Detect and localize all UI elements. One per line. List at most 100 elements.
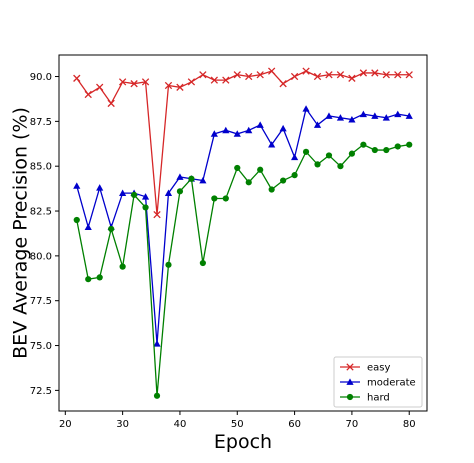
x-tick-label: 30 bbox=[116, 419, 129, 430]
data-point-easy bbox=[141, 78, 150, 86]
data-point-hard bbox=[394, 143, 401, 150]
data-point-easy bbox=[210, 76, 218, 84]
data-point-easy bbox=[233, 71, 241, 79]
data-point-easy bbox=[153, 210, 161, 219]
data-point-moderate bbox=[382, 114, 390, 121]
legend-marker bbox=[346, 378, 354, 385]
data-point-moderate bbox=[141, 193, 150, 200]
x-axis-label: Epoch bbox=[214, 431, 272, 453]
x-tick-label: 60 bbox=[288, 419, 301, 430]
data-point-moderate bbox=[73, 182, 81, 189]
data-point-hard bbox=[280, 177, 287, 184]
data-point-easy bbox=[199, 71, 207, 79]
data-point-hard bbox=[314, 161, 321, 168]
y-tick-label: 77.5 bbox=[30, 296, 52, 307]
legend-label: moderate bbox=[367, 378, 416, 389]
data-point-hard bbox=[96, 274, 103, 281]
data-point-moderate bbox=[245, 126, 253, 134]
data-point-easy bbox=[279, 80, 287, 88]
data-point-hard bbox=[119, 263, 126, 270]
legend: easy moderate hard bbox=[333, 356, 423, 408]
data-point-moderate bbox=[256, 121, 264, 128]
data-point-easy bbox=[405, 71, 413, 79]
data-point-hard bbox=[383, 146, 390, 154]
data-point-hard bbox=[302, 148, 310, 155]
data-point-moderate bbox=[302, 105, 310, 112]
data-point-easy bbox=[256, 71, 264, 79]
data-point-easy bbox=[359, 69, 368, 77]
data-point-moderate bbox=[279, 124, 287, 132]
data-point-moderate bbox=[96, 184, 104, 191]
x-tick-label: 70 bbox=[346, 419, 359, 430]
data-point-easy bbox=[73, 74, 81, 82]
y-tick-label: 85.0 bbox=[30, 162, 52, 173]
data-point-hard bbox=[211, 195, 218, 202]
data-point-hard bbox=[371, 146, 378, 154]
y-axis-label: BEV Average Precision (%) bbox=[10, 107, 32, 359]
data-point-easy bbox=[222, 76, 230, 84]
data-point-easy bbox=[302, 67, 310, 75]
x-tick-label: 20 bbox=[59, 419, 72, 430]
data-point-easy bbox=[268, 67, 276, 75]
data-point-moderate bbox=[348, 115, 356, 123]
data-point-hard bbox=[245, 179, 252, 186]
data-point-easy bbox=[348, 74, 356, 82]
data-point-easy bbox=[371, 69, 379, 77]
data-point-easy bbox=[84, 90, 92, 99]
data-point-moderate bbox=[405, 112, 413, 119]
y-tick-label: 87.5 bbox=[30, 117, 52, 128]
data-point-moderate bbox=[153, 340, 161, 347]
x-tick-label: 50 bbox=[231, 419, 244, 430]
data-point-hard bbox=[325, 152, 333, 159]
data-point-hard bbox=[165, 261, 172, 268]
data-point-hard bbox=[268, 186, 275, 193]
data-point-moderate bbox=[176, 173, 184, 180]
data-point-hard bbox=[85, 276, 92, 283]
data-point-moderate bbox=[199, 176, 207, 184]
legend-marker bbox=[346, 363, 354, 371]
data-point-moderate bbox=[210, 130, 218, 137]
data-point-moderate bbox=[222, 126, 230, 134]
data-point-easy bbox=[176, 83, 184, 91]
legend-box bbox=[333, 356, 423, 408]
data-point-moderate bbox=[119, 189, 127, 196]
data-point-hard bbox=[257, 166, 264, 173]
data-point-hard bbox=[222, 195, 229, 202]
data-point-hard bbox=[337, 163, 344, 170]
data-point-hard bbox=[153, 392, 161, 399]
legend-item-easy: easy bbox=[340, 363, 390, 374]
y-tick-label: 75.0 bbox=[30, 341, 52, 352]
plot-frame bbox=[58, 54, 428, 412]
data-point-easy bbox=[118, 78, 127, 86]
y-tick-label: 72.5 bbox=[30, 386, 52, 397]
data-point-easy bbox=[382, 71, 390, 79]
axes: 20 30 40 50 60 70 80 72.5 75.0 77.5 80.0 82.5 85.0 87… bbox=[30, 72, 416, 430]
data-point-easy bbox=[96, 83, 104, 91]
data-point-hard bbox=[130, 191, 138, 198]
data-point-moderate bbox=[371, 112, 379, 119]
data-point-hard bbox=[199, 259, 206, 267]
legend-item-moderate: moderate bbox=[340, 378, 416, 389]
data-point-moderate bbox=[359, 110, 367, 118]
y-tick-label: 82.5 bbox=[30, 207, 52, 218]
data-point-moderate bbox=[268, 141, 276, 148]
data-point-hard bbox=[348, 150, 356, 157]
data-point-hard bbox=[234, 164, 241, 172]
x-tick-label: 40 bbox=[174, 419, 187, 430]
data-point-easy bbox=[394, 71, 402, 79]
y-tick-label: 80.0 bbox=[30, 251, 52, 262]
data-point-hard bbox=[108, 225, 115, 233]
data-point-hard bbox=[360, 141, 367, 148]
data-point-easy bbox=[336, 71, 345, 79]
legend-label: hard bbox=[367, 393, 390, 404]
data-point-moderate bbox=[313, 121, 322, 128]
data-point-moderate bbox=[325, 112, 333, 119]
data-point-hard bbox=[73, 216, 80, 224]
series-hard bbox=[73, 141, 413, 399]
data-point-easy bbox=[187, 78, 196, 86]
data-point-moderate bbox=[233, 130, 241, 137]
data-point-moderate bbox=[394, 110, 402, 118]
data-point-hard bbox=[176, 188, 184, 195]
data-point-moderate bbox=[84, 223, 92, 231]
